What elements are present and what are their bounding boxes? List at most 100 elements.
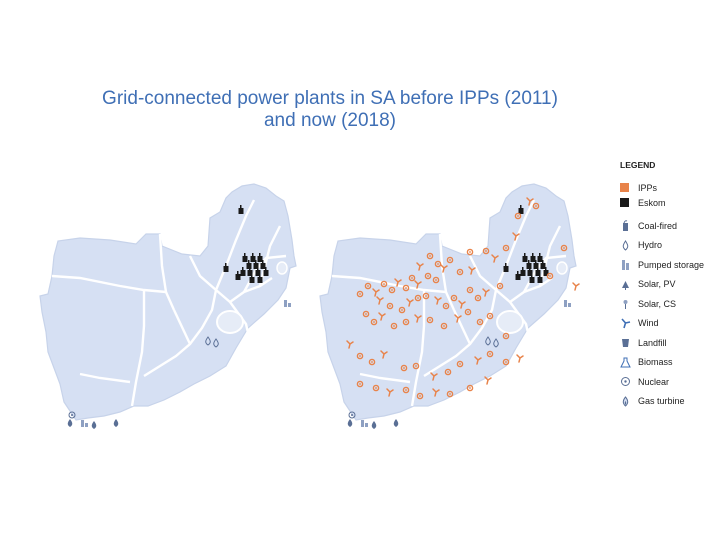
- title-line-2: and now (2018): [263, 110, 397, 131]
- ipp-plant: [474, 294, 482, 302]
- eskom-coal-plant: [533, 260, 539, 269]
- ipp-plant: [456, 268, 464, 276]
- ipp-plant: [372, 384, 380, 392]
- province-border: [158, 233, 176, 311]
- ipp-plant: [402, 386, 410, 394]
- province-border: [51, 274, 167, 294]
- eskom-coal-plant: [247, 267, 253, 276]
- eskom-coal-plant: [520, 267, 526, 276]
- eskom-coal-plant: [522, 253, 528, 262]
- ipp-plant: [376, 296, 384, 305]
- legend-label: Landfill: [638, 337, 667, 348]
- province-border: [359, 372, 411, 384]
- eswatini: [556, 261, 568, 275]
- ipp-plant: [466, 286, 474, 294]
- ipp-plant: [390, 322, 398, 330]
- pumped-storage-icon: [620, 259, 631, 271]
- ipp-plant: [496, 282, 504, 290]
- eskom-pumped-plant: [361, 420, 368, 427]
- ipp-plant: [442, 302, 450, 310]
- ipp-plant: [416, 392, 424, 400]
- ipp-plant: [440, 264, 448, 273]
- eskom-coal-plant: [530, 253, 536, 262]
- ipp-plant: [502, 332, 510, 340]
- ipp-plant: [434, 296, 442, 305]
- ipp-plant: [402, 284, 410, 292]
- province-border: [214, 199, 256, 291]
- eskom-hydro-plant: [485, 336, 491, 346]
- black-square-icon: [620, 198, 629, 207]
- legend-item-nuclear: Nuclear: [620, 372, 720, 392]
- ipp-plant: [456, 360, 464, 368]
- lesotho: [216, 310, 244, 334]
- province-border: [509, 301, 532, 343]
- ipp-plant: [430, 372, 438, 381]
- ipp-plant: [414, 280, 422, 289]
- ipp-plant: [572, 282, 580, 291]
- ipp-plant: [440, 322, 448, 330]
- ipp-plant: [386, 388, 394, 397]
- eskom-coal-plant: [526, 260, 532, 269]
- country-outline: [39, 183, 297, 421]
- legend-item-hydro: Hydro: [620, 236, 720, 256]
- legend: LEGEND IPPs Eskom Coal-fired Hydro Pumped s…: [620, 160, 720, 411]
- province-border: [79, 372, 131, 384]
- solar-cs-icon: [620, 298, 631, 310]
- wind-icon: [620, 318, 631, 329]
- eskom-hydro-plant: [493, 338, 499, 348]
- nuclear-icon: [620, 376, 631, 387]
- landfill-icon: [620, 337, 631, 348]
- ipp-plant: [372, 288, 380, 297]
- biomass-icon: [620, 357, 631, 368]
- eskom-coal-plant: [240, 267, 246, 276]
- ipp-plant: [370, 318, 378, 326]
- page-title: Grid-connected power plants in SA before…: [0, 88, 660, 132]
- legend-label: Wind: [638, 318, 659, 329]
- eskom-coal-plant: [242, 253, 248, 262]
- eskom-coal-plant: [249, 274, 255, 283]
- eskom-gas-plant: [347, 419, 353, 427]
- province-border: [229, 301, 252, 343]
- ipp-plant: [486, 350, 494, 358]
- legend-label: Hydro: [638, 240, 663, 251]
- gas-turbine-icon: [620, 395, 631, 407]
- ipp-plant: [560, 244, 568, 252]
- province-border: [258, 225, 282, 287]
- ipp-plant: [362, 310, 370, 318]
- ipp-plant: [434, 260, 442, 268]
- eskom-pumped-plant: [284, 300, 291, 307]
- eskom-coal-plant: [250, 253, 256, 262]
- legend-label: IPPs: [638, 182, 658, 193]
- legend-item-landfill: Landfill: [620, 333, 720, 353]
- ipp-plant: [502, 358, 510, 366]
- ipp-plant: [432, 276, 440, 284]
- title-line-1: Grid-connected power plants in SA before…: [102, 88, 558, 109]
- ipp-plant: [356, 352, 364, 360]
- ipp-plant: [414, 294, 422, 302]
- eskom-coal-plant: [503, 263, 509, 272]
- ipp-plant: [394, 278, 402, 287]
- eskom-coal-plant: [257, 253, 263, 262]
- ipp-plant: [400, 364, 408, 372]
- ipp-plant: [491, 254, 499, 263]
- ipp-plant: [468, 266, 476, 275]
- eswatini: [276, 261, 288, 275]
- ipp-plant: [402, 318, 410, 326]
- legend-label: Biomass: [638, 357, 673, 368]
- ipp-plant: [414, 314, 422, 323]
- legend-item-eskom: Eskom: [620, 195, 720, 210]
- province-border: [331, 274, 447, 294]
- coal-icon: [620, 220, 631, 232]
- legend-item-ipps: IPPs: [620, 180, 720, 195]
- ipp-plant: [426, 252, 434, 260]
- ipp-plant: [512, 232, 520, 241]
- ipp-plant: [446, 256, 454, 264]
- ipp-plant: [380, 280, 388, 288]
- ipp-plant: [458, 300, 466, 309]
- legend-label: Gas turbine: [638, 396, 685, 407]
- ipp-plant: [416, 262, 424, 271]
- eskom-hydro-plant: [205, 336, 211, 346]
- eskom-gas-plant: [371, 421, 377, 429]
- legend-label: Solar, CS: [638, 298, 677, 309]
- ipp-plant: [422, 292, 430, 300]
